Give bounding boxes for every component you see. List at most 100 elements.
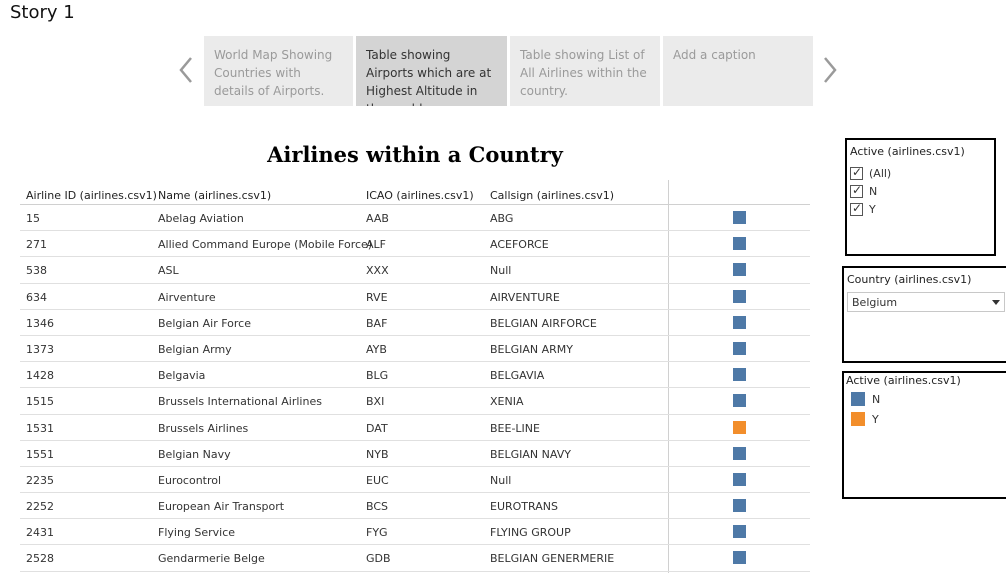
airlines-table: Airline ID (airlines.csv1) Name (airline… [20,184,810,572]
cell-name: Belgian Army [158,342,232,356]
table-row[interactable]: 1346 Belgian Air Force BAF BELGIAN AIRFORCE [20,310,810,336]
cell-name: ASL [158,264,179,278]
legend-label: Y [872,412,879,426]
header-icao[interactable]: ICAO (airlines.csv1) [366,189,474,202]
cell-icao: ALF [366,238,386,252]
cell-callsign: ACEFORCE [490,238,549,252]
country-select-value: Belgium [852,295,898,309]
filter-option-all[interactable]: (All) [850,164,991,182]
cell-name: Eurocontrol [158,473,222,487]
cell-airline-id: 1428 [26,369,54,383]
header-airline-id[interactable]: Airline ID (airlines.csv1) [26,189,157,202]
table-row[interactable]: 2235 Eurocontrol EUC Null [20,467,810,494]
active-status-mark[interactable] [733,420,746,434]
cell-callsign: FLYING GROUP [490,526,571,540]
legend-swatch-n [851,392,865,406]
cell-callsign: BELGIAN GENERMERIE [490,552,615,566]
filter-option-label: (All) [869,166,892,180]
cell-airline-id: 271 [26,238,47,252]
active-status-mark[interactable] [733,551,746,565]
sheet-title: Airlines within a Country [267,142,563,167]
cell-name: Brussels International Airlines [158,395,322,409]
story-title: Story 1 [10,2,75,23]
table-row[interactable]: 15 Abelag Aviation AAB ABG [20,205,810,232]
checkbox-n[interactable] [850,183,863,198]
chevron-right-icon [824,57,837,83]
cell-airline-id: 2431 [26,526,54,540]
cell-callsign: BELGIAN ARMY [490,342,574,356]
table-row[interactable]: 634 Airventure RVE AIRVENTURE [20,284,810,310]
active-status-mark[interactable] [733,211,746,224]
active-status-mark[interactable] [733,315,746,329]
table-row[interactable]: 1531 Brussels Airlines DAT BEE-LINE [20,415,810,441]
story-point-world-map[interactable]: World Map Showing Countries with details… [204,36,353,106]
cell-callsign: XENIA [490,395,524,409]
legend-label: N [872,392,881,406]
story-point-highest-altitude[interactable]: Table showing Airports which are at High… [356,36,507,106]
cell-icao: NYB [366,447,389,461]
header-name[interactable]: Name (airlines.csv1) [158,189,272,202]
active-filter-panel: Active (airlines.csv1) (All) N Y [845,138,996,256]
table-row[interactable]: 2252 European Air Transport BCS EUROTRANS [20,493,810,520]
cell-icao: XXX [366,264,389,278]
active-status-mark[interactable] [733,499,746,513]
cell-airline-id: 2252 [26,500,54,514]
cell-callsign: AIRVENTURE [490,290,560,304]
active-status-mark[interactable] [733,472,746,486]
cell-icao: BCS [366,500,389,514]
legend-swatch-y [851,412,865,426]
active-status-mark[interactable] [733,289,746,303]
active-status-mark[interactable] [733,525,746,539]
legend-title: Active (airlines.csv1) [846,374,961,387]
cell-icao: FYG [366,526,388,540]
legend-item-n[interactable]: N [846,389,1006,409]
previous-story-point-button[interactable] [172,52,200,88]
table-row[interactable]: 271 Allied Command Europe (Mobile Force) A… [20,231,810,258]
active-status-mark[interactable] [733,341,746,355]
cell-name: Airventure [158,290,216,304]
table-row[interactable]: 1373 Belgian Army AYB BELGIAN ARMY [20,336,810,363]
cell-airline-id: 2528 [26,552,54,566]
cell-icao: RVE [366,290,388,304]
checkbox-all[interactable] [850,165,863,180]
header-callsign[interactable]: Callsign (airlines.csv1) [490,189,615,202]
active-status-mark[interactable] [733,446,746,460]
filter-option-label: N [869,184,878,198]
next-story-point-button[interactable] [816,52,844,88]
cell-callsign: ABG [490,212,514,225]
cell-airline-id: 1346 [26,316,54,330]
country-select[interactable]: Belgium [847,292,1005,312]
checkbox-y[interactable] [850,201,863,216]
table-row[interactable]: 2431 Flying Service FYG FLYING GROUP [20,519,810,546]
filter-option-n[interactable]: N [850,182,991,200]
active-status-mark[interactable] [733,394,746,408]
legend-item-y[interactable]: Y [846,409,1006,429]
active-status-mark[interactable] [733,368,746,382]
chevron-left-icon [179,57,192,83]
story-point-add-caption[interactable]: Add a caption [663,36,813,106]
cell-callsign: Null [490,473,512,487]
cell-callsign: Null [490,264,512,278]
cell-icao: AAB [366,212,389,225]
cell-name: European Air Transport [158,500,285,514]
filter-option-label: Y [869,202,876,216]
table-row[interactable]: 1551 Belgian Navy NYB BELGIAN NAVY [20,441,810,467]
active-status-mark[interactable] [733,237,746,251]
story-point-airlines-list[interactable]: Table showing List of All Airlines withi… [510,36,660,106]
caret-down-icon[interactable] [992,299,1000,305]
filter-option-y[interactable]: Y [850,200,991,218]
active-status-mark[interactable] [733,263,746,277]
cell-airline-id: 2235 [26,473,54,487]
cell-airline-id: 1531 [26,421,54,435]
cell-icao: AYB [366,342,387,356]
column-divider [668,180,669,573]
table-row[interactable]: 538 ASL XXX Null [20,257,810,284]
table-row[interactable]: 1515 Brussels International Airlines BXI XE… [20,388,810,415]
cell-airline-id: 15 [26,212,40,225]
table-row[interactable]: 1428 Belgavia BLG BELGAVIA [20,362,810,389]
cell-airline-id: 538 [26,264,47,278]
table-row[interactable]: 2528 Gendarmerie Belge GDB BELGIAN GENERMER… [20,545,810,572]
cell-name: Brussels Airlines [158,421,249,435]
cell-icao: BLG [366,369,389,383]
cell-name: Gendarmerie Belge [158,552,265,566]
